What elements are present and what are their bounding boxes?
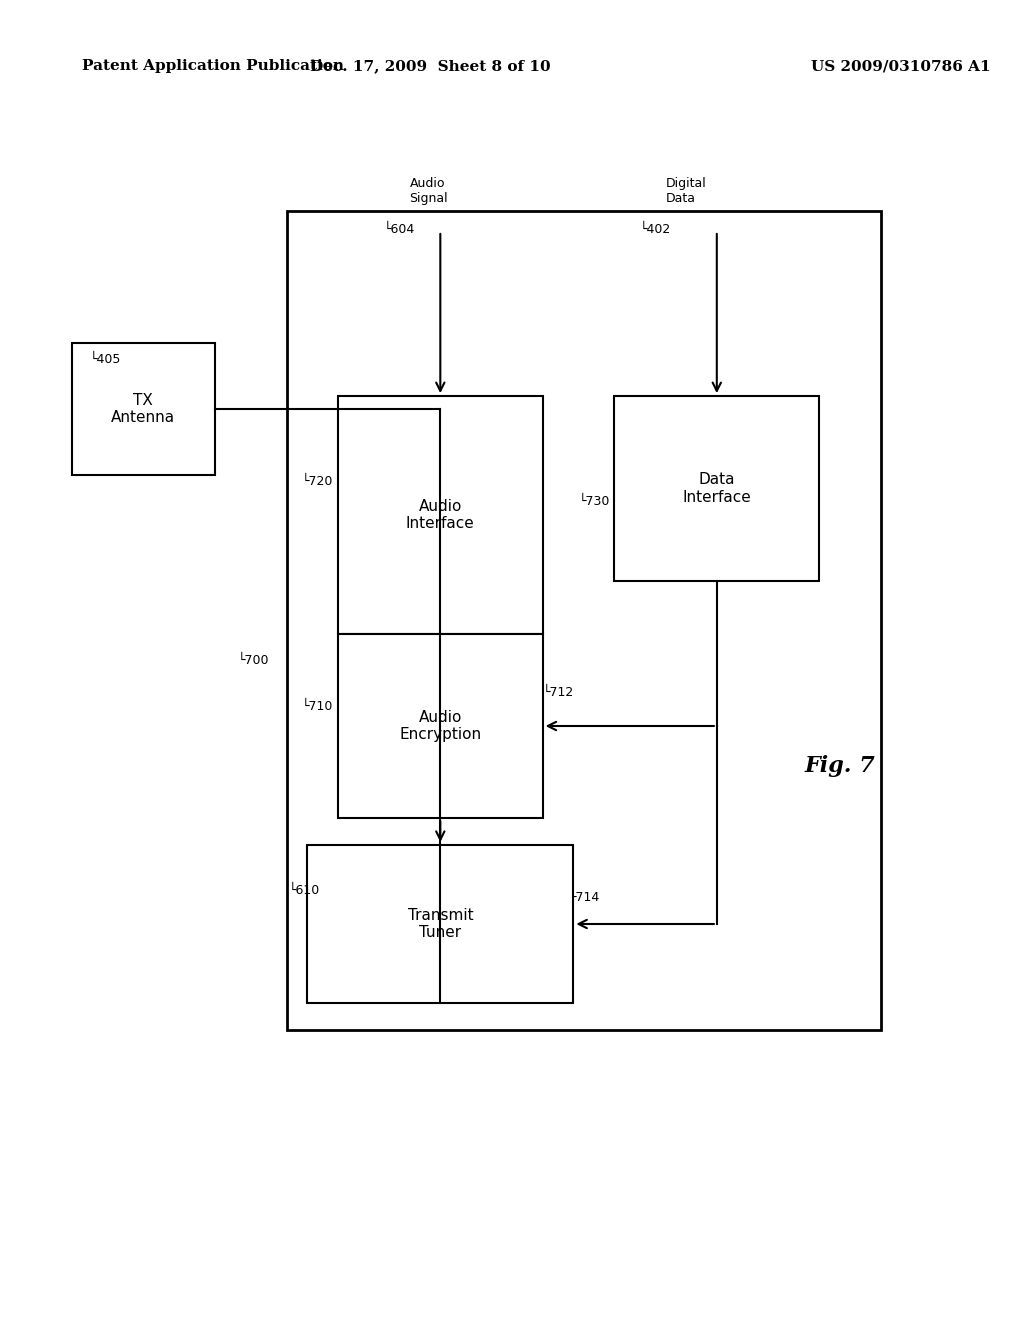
Text: └730: └730 — [579, 495, 610, 508]
Bar — [338, 396, 543, 634]
Text: Audio
Interface: Audio Interface — [406, 499, 475, 531]
Bar — [338, 634, 543, 818]
Bar — [614, 396, 819, 581]
Text: └714: └714 — [568, 891, 600, 904]
Text: Audio
Encryption: Audio Encryption — [399, 710, 481, 742]
Text: └610: └610 — [289, 884, 321, 898]
Text: └700: └700 — [238, 653, 269, 667]
Text: Dec. 17, 2009  Sheet 8 of 10: Dec. 17, 2009 Sheet 8 of 10 — [310, 59, 550, 74]
Text: US 2009/0310786 A1: US 2009/0310786 A1 — [811, 59, 991, 74]
Bar — [287, 211, 881, 1030]
Text: Data
Interface: Data Interface — [682, 473, 752, 504]
Text: └712: └712 — [543, 686, 574, 700]
Text: └720: └720 — [302, 475, 334, 488]
Text: Patent Application Publication: Patent Application Publication — [82, 59, 344, 74]
Text: Fig. 7: Fig. 7 — [804, 755, 876, 776]
Text: TX
Antenna: TX Antenna — [112, 393, 175, 425]
Bar — [307, 845, 573, 1003]
Text: Transmit
Tuner: Transmit Tuner — [408, 908, 473, 940]
Text: Audio
Signal: Audio Signal — [410, 177, 449, 205]
Text: └405: └405 — [90, 352, 122, 366]
Text: └604: └604 — [384, 223, 416, 236]
Text: └402: └402 — [640, 223, 672, 236]
Bar — [72, 343, 215, 475]
Text: Digital
Data: Digital Data — [666, 177, 707, 205]
Text: └710: └710 — [302, 700, 334, 713]
